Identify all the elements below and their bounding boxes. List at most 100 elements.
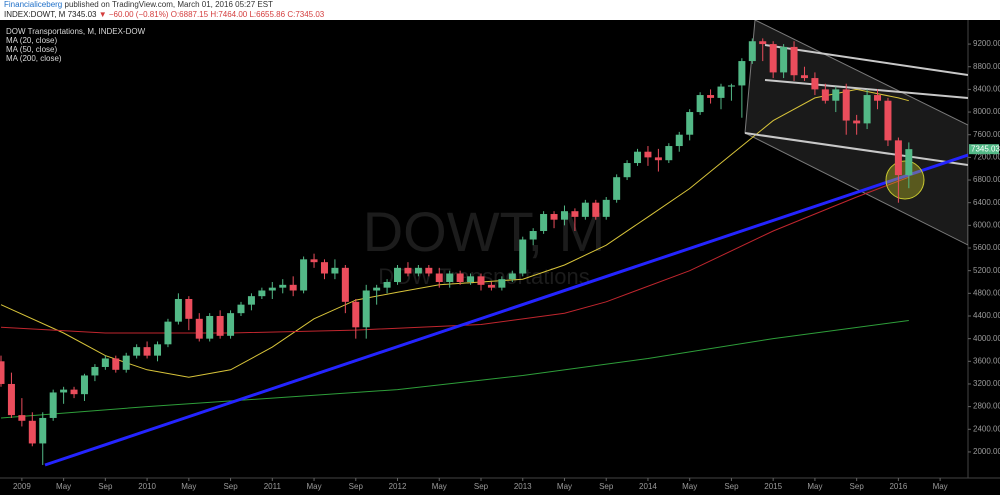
- candle-body: [18, 415, 26, 421]
- y-tick-label: 4000.00: [973, 334, 1000, 343]
- candle-body: [613, 177, 621, 200]
- y-tick-label: 7200.00: [973, 152, 1000, 161]
- candle-body: [602, 199, 610, 217]
- candle-body: [247, 296, 255, 305]
- x-tick-label: 2015: [764, 482, 782, 491]
- last: 7345.03: [68, 10, 97, 19]
- candle-body: [28, 420, 36, 444]
- candle-body: [707, 95, 715, 98]
- y-tick-label: 6800.00: [973, 175, 1000, 184]
- candle-body: [477, 276, 485, 285]
- candle-body: [39, 417, 47, 444]
- candle-body: [268, 287, 276, 291]
- x-tick-label: May: [682, 482, 697, 491]
- symbol: INDEX:DOWT, M: [4, 10, 66, 19]
- candle-body: [414, 267, 422, 274]
- candle-body: [174, 298, 182, 322]
- y-tick-label: 7600.00: [973, 130, 1000, 139]
- candle-body: [394, 267, 402, 282]
- x-tick-label: Sep: [474, 482, 489, 491]
- y-tick-label: 2800.00: [973, 402, 1000, 411]
- resistance-line: [764, 79, 968, 99]
- x-tick-label: 2016: [889, 482, 907, 491]
- candle-body: [623, 163, 631, 178]
- y-tick-label: 4800.00: [973, 288, 1000, 297]
- resistance-line: [764, 44, 968, 76]
- close: C:7345.03: [287, 10, 324, 19]
- candle-body: [508, 273, 516, 280]
- candle-body: [519, 239, 527, 274]
- candle-body: [592, 202, 600, 217]
- candle-body: [821, 89, 829, 101]
- candle-body: [122, 355, 130, 370]
- x-tick-label: 2012: [389, 482, 407, 491]
- candle-body: [842, 89, 850, 121]
- candle-body: [383, 281, 391, 288]
- candle-body: [800, 75, 808, 79]
- candle-body: [185, 298, 193, 319]
- candle-body: [874, 95, 882, 101]
- candle-body: [112, 358, 120, 370]
- high: H:7464.00: [210, 10, 247, 19]
- candle-body: [133, 347, 141, 356]
- x-tick-label: Sep: [724, 482, 739, 491]
- candle-body: [748, 41, 756, 62]
- y-tick-label: 6400.00: [973, 198, 1000, 207]
- x-tick-label: 2013: [514, 482, 532, 491]
- drawings: [0, 38, 968, 467]
- publisher[interactable]: Financialiceberg: [4, 0, 62, 9]
- candle-body: [341, 267, 349, 302]
- candle-body: [487, 284, 495, 288]
- last-price-label: 7345.03: [971, 144, 1000, 153]
- candle-body: [665, 146, 673, 161]
- candle-body: [258, 290, 266, 297]
- candle-body: [498, 279, 506, 288]
- candle-body: [206, 315, 214, 339]
- candle-body: [320, 262, 328, 274]
- candle-body: [540, 214, 548, 232]
- candle-body: [310, 259, 318, 263]
- y-tick-label: 8000.00: [973, 107, 1000, 116]
- candle-body: [884, 100, 892, 141]
- candle-body: [654, 157, 662, 161]
- published: published on TradingView.com, March 01, …: [65, 0, 274, 9]
- x-tick-label: 2009: [13, 482, 31, 491]
- x-tick-label: May: [432, 482, 447, 491]
- x-tick-label: May: [557, 482, 572, 491]
- candle-body: [790, 46, 798, 76]
- candle-body: [195, 318, 203, 339]
- change: ▼ −60.00 (−0.81%): [99, 10, 169, 19]
- candle-body: [227, 313, 235, 336]
- x-tick-label: Sep: [98, 482, 113, 491]
- candle-body: [894, 140, 902, 176]
- candle-body: [404, 267, 412, 274]
- support-line: [744, 132, 968, 166]
- candle-body: [143, 347, 151, 356]
- trend-line: [44, 153, 968, 467]
- candle-body: [80, 375, 88, 395]
- candle-body: [279, 284, 287, 288]
- candle-body: [759, 41, 767, 45]
- candle-body: [529, 231, 537, 240]
- candle-body: [905, 149, 913, 176]
- moving-average: [0, 176, 909, 334]
- legend-title: DOW Transportations, M, INDEX-DOW: [6, 27, 146, 36]
- candle-body: [832, 89, 840, 101]
- candle-body: [560, 211, 568, 220]
- candle-body: [634, 151, 642, 164]
- y-tick-label: 9200.00: [973, 39, 1000, 48]
- candle-body: [456, 273, 464, 282]
- x-tick-label: Sep: [599, 482, 614, 491]
- legend-entry: MA (20, close): [6, 36, 57, 45]
- y-tick-label: 5200.00: [973, 266, 1000, 275]
- candle-body: [717, 86, 725, 98]
- candle-body: [467, 276, 475, 282]
- candle-body: [331, 267, 339, 274]
- x-tick-label: Sep: [349, 482, 364, 491]
- y-tick-label: 2400.00: [973, 424, 1000, 433]
- x-tick-label: Sep: [850, 482, 865, 491]
- y-tick-label: 4400.00: [973, 311, 1000, 320]
- watermark: DOWT, M: [363, 200, 606, 263]
- candle-body: [164, 321, 172, 345]
